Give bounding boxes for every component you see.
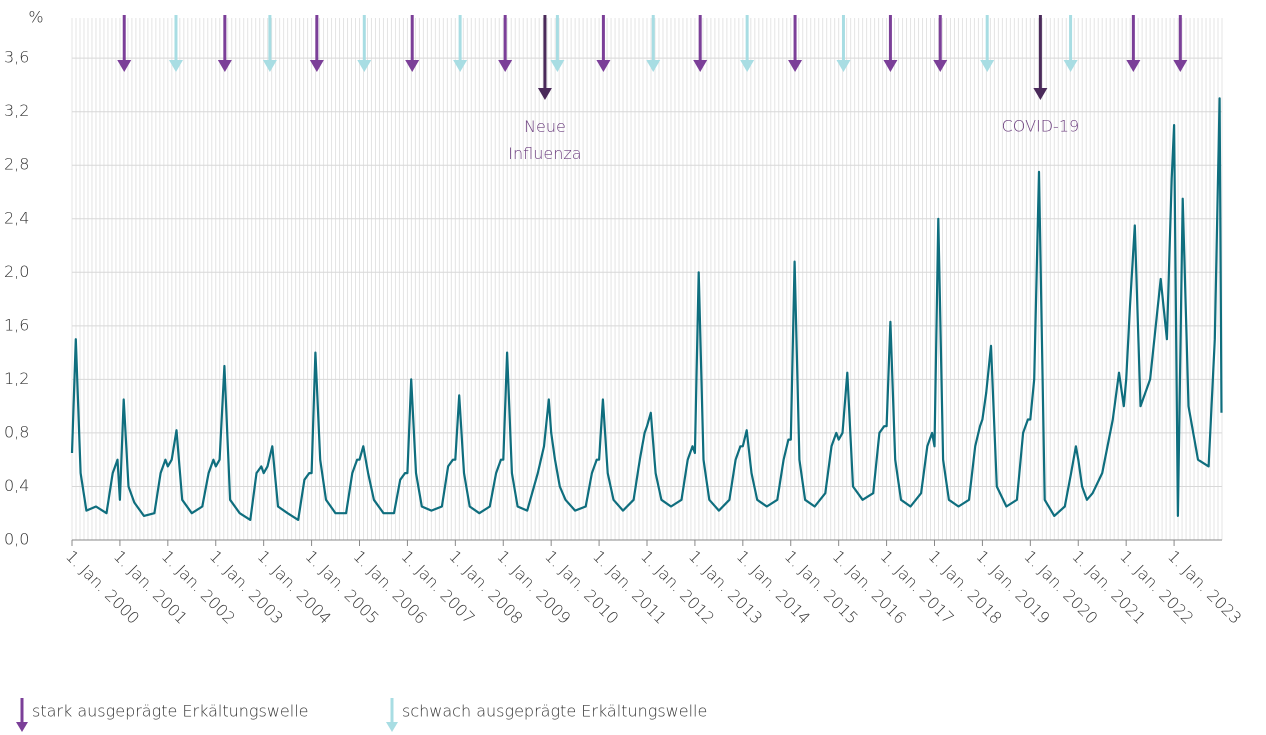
wave-arrow [596,15,611,72]
y-tick-label: 1,6 [4,315,29,334]
wave-arrow-head [933,60,948,72]
event-arrow [1033,15,1048,100]
event-label: COVID-19 [1002,117,1080,136]
wave-arrow-head [1126,60,1141,72]
wave-arrow-head [357,60,372,72]
wave-arrow-head [740,60,755,72]
wave-arrow-head [117,60,132,72]
wave-arrow-head [262,60,277,72]
event-arrow-head [537,88,552,100]
wave-arrow [498,15,513,72]
wave-arrow [168,15,183,72]
wave-arrow-head [498,60,513,72]
event-label: Neue Influenza [508,117,581,163]
event-arrow [537,15,552,100]
y-tick-label: 1,2 [4,369,29,388]
legend-label: schwach ausgeprägte Erkältungswelle [402,702,707,721]
y-axis-unit: % [28,8,43,27]
wave-arrow [933,15,948,72]
wave-arrow [405,15,420,72]
y-tick-label: 2,0 [4,262,29,281]
data-line [70,97,1223,521]
wave-arrow-head [453,60,468,72]
wave-arrow-head [405,60,420,72]
wave-arrow [309,15,324,72]
wave-arrow [740,15,755,72]
y-tick-label: 2,8 [4,155,29,174]
wave-arrow [1173,15,1188,72]
wave-arrow-head [1173,60,1188,72]
y-tick-label: 0,0 [4,530,29,549]
wave-arrow [1063,15,1078,72]
wave-arrow-head [309,60,324,72]
wave-arrow [117,15,132,72]
wave-arrow [883,15,898,72]
wave-arrow [1126,15,1141,72]
wave-arrow-head [836,60,851,72]
wave-arrow-head [168,60,183,72]
wave-arrow [357,15,372,72]
wave-arrow-head [693,60,708,72]
y-tick-label: 2,4 [4,208,29,227]
legend-label: stark ausgeprägte Erkältungswelle [32,702,309,721]
wave-arrow-head [883,60,898,72]
wave-arrow [453,15,468,72]
event-arrow-head [1033,88,1048,100]
y-tick-label: 0,8 [4,422,29,441]
wave-arrow [788,15,803,72]
wave-arrow-head [646,60,661,72]
wave-arrow [646,15,661,72]
wave-arrow [262,15,277,72]
wave-arrow-head [596,60,611,72]
legend-swatch-head [386,722,398,732]
y-tick-label: 3,6 [4,48,29,67]
wave-arrow-head [788,60,803,72]
wave-arrow [980,15,995,72]
wave-arrow [836,15,851,72]
wave-arrow-head [217,60,232,72]
y-tick-label: 0,4 [4,476,29,495]
wave-arrow [550,15,565,72]
wave-arrow-head [980,60,995,72]
legend-swatch-head [16,722,28,732]
wave-arrow-head [1063,60,1078,72]
wave-arrow [693,15,708,72]
wave-arrow-head [550,60,565,72]
wave-arrow [217,15,232,72]
y-tick-label: 3,2 [4,101,29,120]
